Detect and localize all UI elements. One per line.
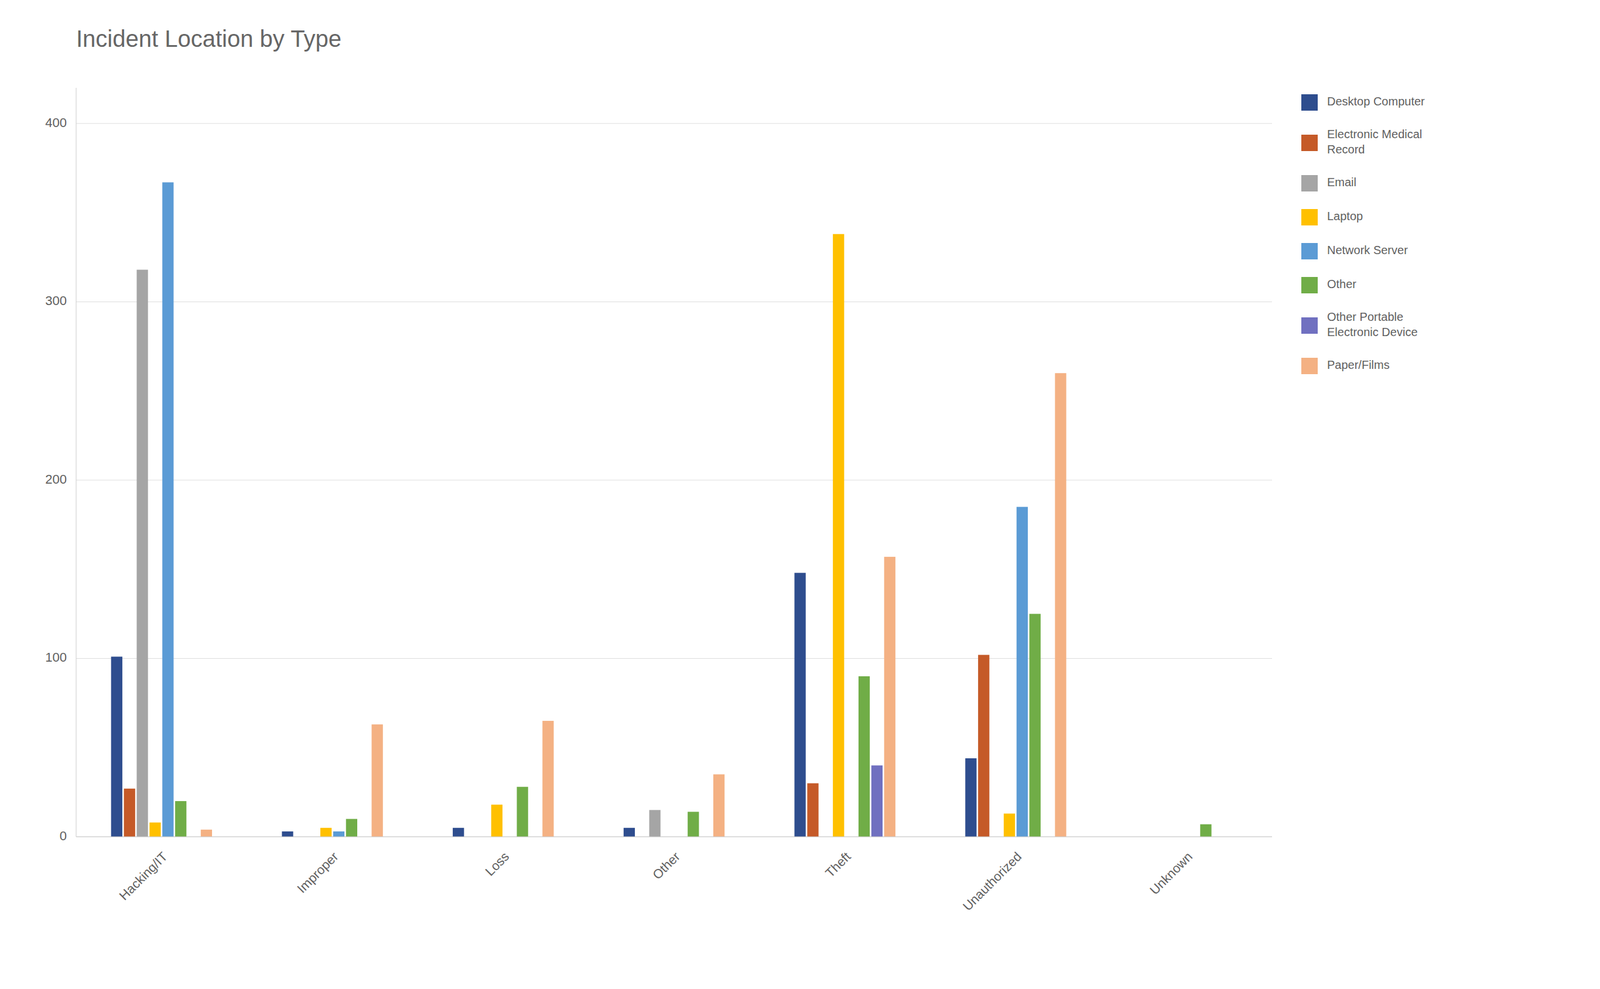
x-tick-label: Improper [293, 849, 341, 897]
bars [111, 182, 1212, 837]
background [0, 0, 1600, 989]
bar [491, 804, 503, 837]
bar [136, 269, 148, 837]
bar [200, 829, 213, 837]
bar [832, 234, 844, 837]
legend-label: Laptop [1327, 209, 1363, 223]
bar [1054, 373, 1066, 837]
x-axis-line [76, 836, 1273, 838]
y-tick-label: 0 [59, 828, 67, 844]
legend-label: Paper/Films [1327, 358, 1390, 372]
y-tick-label: 400 [45, 115, 67, 131]
bar [281, 831, 293, 837]
bar [623, 828, 635, 837]
bar [1016, 507, 1028, 837]
grid-line [76, 658, 1273, 659]
bar [871, 765, 883, 837]
y-tick-label: 100 [45, 650, 67, 665]
bar [542, 720, 554, 837]
series [124, 654, 990, 837]
x-tick-label: Unknown [1146, 849, 1196, 898]
bar [649, 809, 661, 837]
bar [346, 819, 358, 837]
legend-swatch [1301, 134, 1318, 152]
bar [516, 787, 528, 837]
bar [333, 831, 345, 837]
bar [713, 774, 725, 837]
bar [965, 758, 977, 837]
legend-label: Electronic MedicalRecord [1327, 127, 1422, 156]
series [871, 765, 883, 837]
legend-label: Email [1327, 175, 1357, 189]
series [200, 373, 1067, 837]
bar [452, 828, 464, 837]
x-tick-label: Loss [482, 849, 513, 880]
bar [1200, 824, 1212, 837]
legend-swatch [1301, 94, 1318, 111]
grid-line [76, 479, 1273, 481]
x-tick-label: Other [649, 849, 683, 883]
legend-swatch [1301, 175, 1318, 192]
bar [687, 811, 699, 837]
bar [1003, 813, 1015, 837]
legend-swatch [1301, 277, 1318, 294]
bar [111, 656, 123, 837]
y-tick-label: 300 [45, 293, 67, 309]
series [136, 269, 661, 837]
legend-label: Network Server [1327, 243, 1408, 257]
x-tick-label: Unauthorized [959, 849, 1025, 914]
y-tick-label: 200 [45, 472, 67, 487]
legend-swatch [1301, 357, 1318, 375]
series [162, 182, 1028, 837]
grid-line [76, 301, 1273, 303]
legend-swatch [1301, 317, 1318, 334]
bar [978, 654, 990, 837]
grid-line [76, 836, 1273, 838]
legend: Desktop Computer Electronic MedicalRecord… [1301, 94, 1425, 375]
bar [1029, 613, 1041, 837]
legend-label: Desktop Computer [1327, 94, 1425, 108]
legend-swatch [1301, 209, 1318, 226]
chart: Incident Location by Type 0 100 200 300 400 Ha… [0, 0, 1600, 989]
bar [175, 801, 187, 837]
x-tick-label: Theft [822, 849, 854, 881]
y-axis-line [76, 87, 77, 837]
bar [162, 182, 174, 837]
series [111, 572, 977, 837]
title: Incident Location by Type [76, 25, 342, 52]
bar [124, 788, 136, 837]
legend-label: Other PortableElectronic Device [1327, 310, 1418, 339]
series [149, 234, 1015, 837]
bar [884, 556, 896, 837]
bar [794, 572, 806, 837]
x-tick-label: Hacking/IT [116, 849, 171, 904]
legend-label: Other [1327, 277, 1357, 291]
bar [807, 783, 819, 837]
grid [76, 123, 1273, 837]
bar [858, 676, 870, 837]
grid-line [76, 122, 1273, 124]
legend-swatch [1301, 243, 1318, 260]
bar [320, 828, 332, 837]
bar [371, 724, 384, 837]
bar [149, 822, 161, 837]
